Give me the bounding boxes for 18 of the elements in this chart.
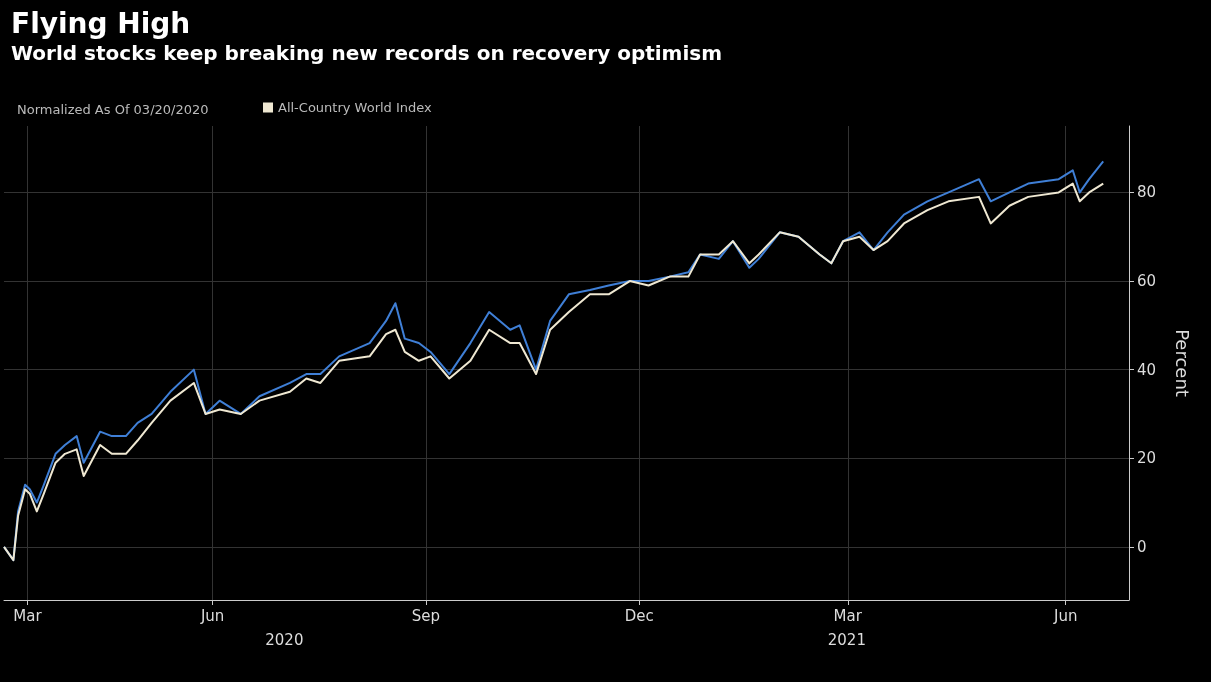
y-tick-label: 20 — [1137, 449, 1157, 468]
x-tick-label: Mar — [13, 606, 43, 625]
legend-label: All-Country World Index — [278, 100, 433, 115]
y-tick-label: 80 — [1137, 183, 1157, 202]
chart-subtitle: World stocks keep breaking new records on recovery optimism — [11, 41, 723, 65]
x-tick-label: Jun — [199, 606, 225, 625]
y-tick-label: 60 — [1137, 272, 1157, 291]
y-tick-label: 0 — [1137, 537, 1147, 556]
text: 2020 — [265, 630, 304, 649]
x-tick-label: Jun — [1053, 606, 1078, 625]
x-tick-label: Dec — [624, 606, 654, 625]
y-tick-label: 40 — [1137, 360, 1157, 379]
y-axis-title: Percent — [1171, 329, 1193, 397]
chart-title: Flying High — [11, 6, 191, 40]
text: 2021 — [827, 630, 866, 649]
legend-title: Normalized As Of 03/20/2020 — [17, 102, 209, 117]
x-tick-label: Sep — [411, 606, 441, 625]
x-tick-label: Mar — [833, 606, 863, 625]
